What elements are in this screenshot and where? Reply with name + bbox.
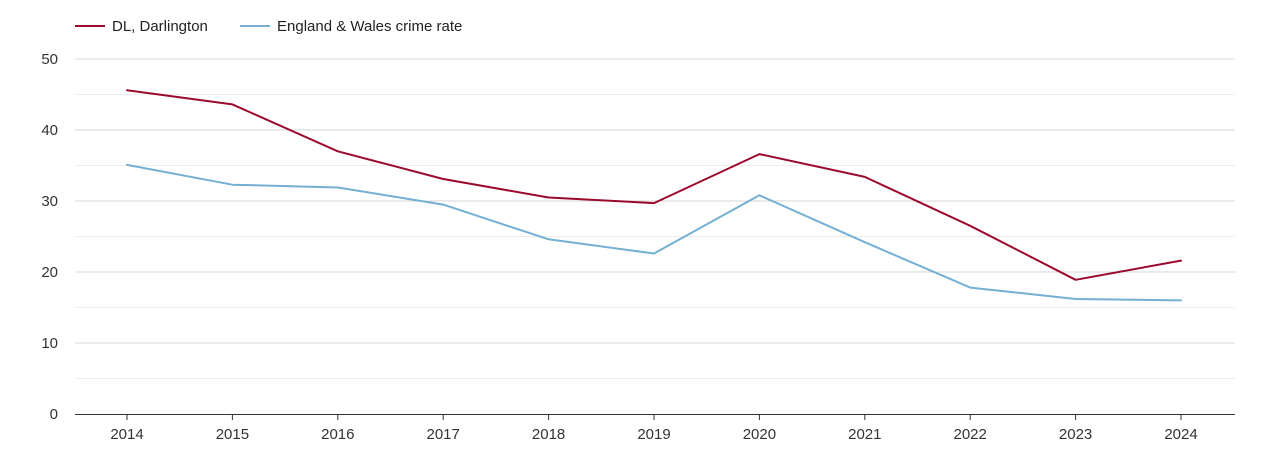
x-tick-label: 2024 [1164,426,1197,443]
y-tick-label: 40 [41,122,58,139]
legend: DL, Darlington England & Wales crime rate [75,18,462,35]
y-tick-label: 20 [41,264,58,281]
x-tick-label: 2023 [1059,426,1092,443]
x-tick-label: 2015 [216,426,249,443]
x-tick-label: 2018 [532,426,565,443]
x-tick-label: 2014 [110,426,143,443]
x-tick-label: 2019 [637,426,670,443]
series-line-england-wales [126,163,1182,302]
y-axis: 0 10 20 30 40 50 [41,51,58,423]
x-tick-label: 2017 [427,426,460,443]
y-tick-label: 0 [50,406,58,423]
x-axis: 2014 2015 2016 2017 2018 2019 2020 2021 2022 2023… [75,414,1235,443]
series-lines [126,89,1182,302]
series-line-darlington [126,89,1182,281]
x-tick-label: 2020 [743,426,776,443]
x-tick-label: 2021 [848,426,881,443]
gridlines [75,58,1235,379]
y-tick-label: 10 [41,335,58,352]
x-tick-label: 2022 [954,426,987,443]
y-tick-label: 30 [41,193,58,210]
legend-label: DL, Darlington [112,18,208,35]
y-tick-label: 50 [41,51,58,68]
legend-label: England & Wales crime rate [277,18,462,35]
x-tick-label: 2016 [321,426,354,443]
